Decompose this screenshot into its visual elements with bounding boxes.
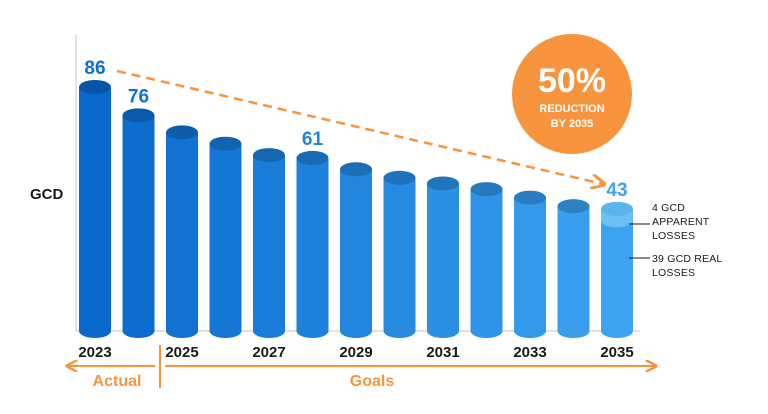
bar-top-2033 (514, 190, 546, 205)
y-axis-label: GCD (30, 186, 64, 203)
apparent-losses-line-2: APPARENT (652, 216, 710, 228)
goals-label: Goals (350, 373, 395, 390)
x-tick-2029: 2029 (339, 344, 372, 361)
value-label-2023: 86 (84, 58, 105, 79)
bar-2031 (427, 176, 459, 338)
bar-2028 (296, 150, 329, 339)
bar-top-2025 (166, 125, 198, 140)
reduction-badge: 50% REDUCTION BY 2035 (512, 34, 632, 154)
bar-2025 (166, 125, 198, 338)
bar-body-2025 (166, 132, 198, 338)
bar-body-2033 (514, 197, 546, 338)
bar-body-2030 (383, 177, 416, 339)
loss-annotations: 4 GCD APPARENT LOSSES 39 GCD REAL LOSSES (629, 202, 722, 279)
badge-percent: 50% (538, 62, 606, 100)
bar-2033 (514, 190, 546, 338)
bar-body-2026 (209, 143, 242, 339)
value-label-2024: 76 (128, 86, 149, 107)
bar-top-2026 (209, 136, 242, 151)
bar-top-2030 (383, 170, 416, 185)
bar-body-2034 (557, 206, 590, 339)
bar-2026 (209, 136, 242, 339)
actual-label: Actual (93, 373, 142, 390)
apparent-losses-line-1: 4 GCD (652, 202, 685, 214)
bar-body-2024 (122, 115, 155, 339)
bar-2024 (122, 108, 155, 339)
bar-top-2027 (253, 148, 285, 163)
bar-top-2023 (79, 80, 111, 94)
goals-label-bg (334, 368, 410, 390)
trend-arrow (116, 69, 603, 184)
bar-body-2029 (340, 169, 372, 338)
period-markers: Actual Goals (68, 345, 655, 390)
badge-line-1: REDUCTION (539, 103, 604, 115)
bar-top-2028 (296, 150, 329, 165)
real-losses-line-1: 39 GCD REAL (652, 253, 722, 265)
bar-top-2032 (470, 182, 503, 197)
bar-top-2031 (427, 176, 459, 191)
badge-line-2: BY 2035 (551, 118, 594, 130)
bar-2030 (383, 170, 416, 339)
bars-group (79, 80, 633, 339)
apparent-losses-segment (601, 202, 633, 228)
value-labels: 86 76 61 43 (84, 58, 627, 201)
bar-top-2029 (340, 162, 372, 177)
x-tick-2031: 2031 (426, 344, 459, 361)
bar-body-2032 (470, 189, 503, 339)
x-tick-2023: 2023 (78, 344, 111, 361)
bar-2032 (470, 182, 503, 339)
x-tick-2033: 2033 (513, 344, 546, 361)
reduction-badge-circle (512, 34, 632, 154)
bar-body-2035 (601, 209, 633, 338)
bar-2034 (557, 199, 590, 339)
apparent-losses-line-3: LOSSES (652, 230, 695, 242)
x-tick-2035: 2035 (600, 344, 633, 361)
bar-2027 (253, 148, 285, 338)
x-tick-labels: 2023 2025 2027 2029 2031 2033 2035 (78, 344, 633, 361)
value-label-2035: 43 (606, 180, 627, 201)
bar-top-2024 (122, 108, 155, 123)
real-losses-line-2: LOSSES (652, 267, 695, 279)
bar-body-2031 (427, 183, 459, 338)
bar-body-2027 (253, 155, 285, 338)
bar-2029 (340, 162, 372, 338)
bar-body-2028 (296, 157, 329, 339)
apparent-losses-top (601, 202, 633, 216)
actual-label-bg (82, 368, 152, 390)
bar-body-2023 (79, 87, 111, 338)
x-tick-2025: 2025 (165, 344, 198, 361)
bar-top-2034 (557, 199, 590, 214)
bar-2023 (79, 80, 111, 338)
x-tick-2027: 2027 (252, 344, 285, 361)
value-label-2028: 61 (302, 129, 324, 150)
